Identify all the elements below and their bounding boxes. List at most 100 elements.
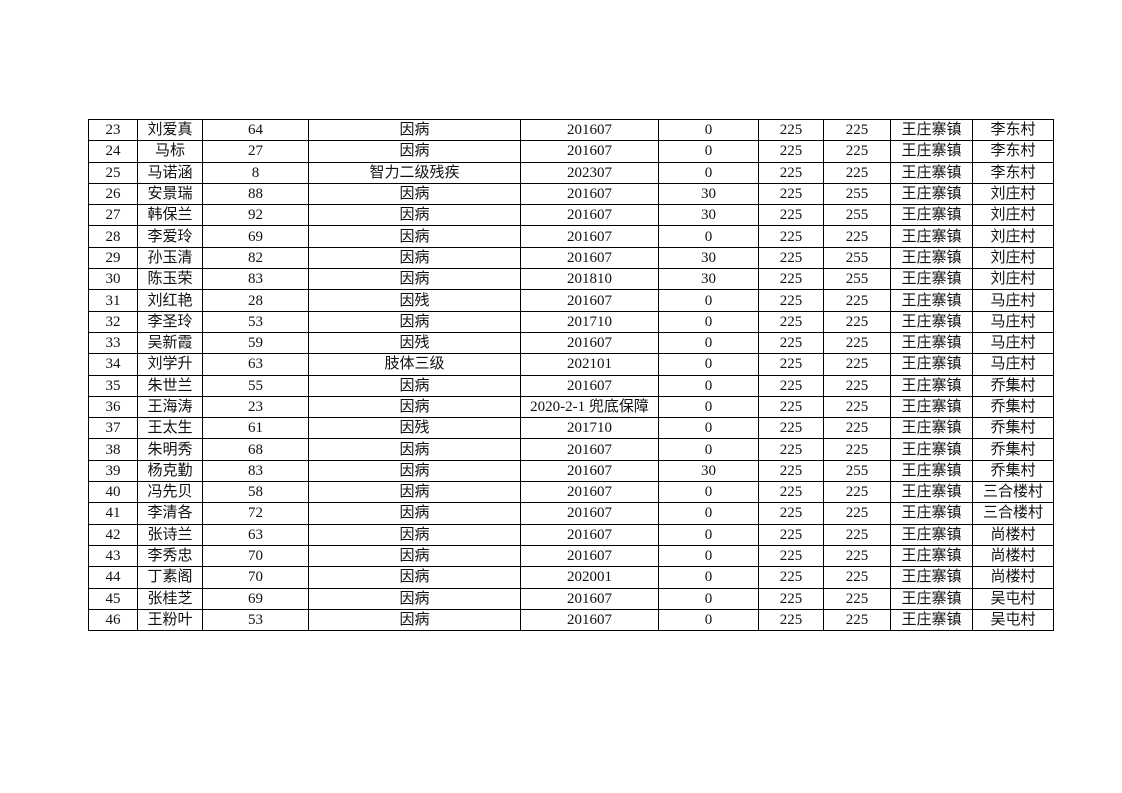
table-row: 28 李爱玲 69 因病 201607 0 225 225 王庄寨镇 刘庄村 bbox=[88, 225, 1054, 248]
cell-reason: 因残 bbox=[308, 331, 521, 355]
table-row: 46 王粉叶 53 因病 201607 0 225 225 王庄寨镇 吴屯村 bbox=[88, 608, 1054, 632]
cell-row-number: 33 bbox=[88, 331, 138, 355]
cell-reason: 因病 bbox=[308, 544, 521, 568]
cell-row-number: 44 bbox=[88, 566, 138, 589]
table-row: 38 朱明秀 68 因病 201607 0 225 225 王庄寨镇 乔集村 bbox=[88, 438, 1054, 461]
cell-base-amount: 225 bbox=[758, 182, 824, 206]
cell-total-amount: 225 bbox=[823, 587, 891, 610]
table-row: 44 丁素阁 70 因病 202001 0 225 225 王庄寨镇 尚楼村 bbox=[88, 566, 1054, 589]
cell-total-amount: 225 bbox=[823, 417, 891, 440]
cell-row-number: 36 bbox=[88, 395, 138, 419]
cell-base-amount: 225 bbox=[758, 268, 824, 291]
cell-village: 吴屯村 bbox=[972, 608, 1054, 632]
cell-approval-date: 201607 bbox=[520, 587, 659, 610]
cell-supplement: 0 bbox=[658, 544, 759, 568]
cell-supplement: 30 bbox=[658, 204, 759, 227]
table-row: 27 韩保兰 92 因病 201607 30 225 255 王庄寨镇 刘庄村 bbox=[88, 204, 1054, 227]
cell-total-amount: 225 bbox=[823, 331, 891, 355]
cell-age: 70 bbox=[202, 566, 309, 589]
table-row: 43 李秀忠 70 因病 201607 0 225 225 王庄寨镇 尚楼村 bbox=[88, 544, 1054, 568]
cell-village: 李东村 bbox=[972, 118, 1054, 142]
cell-reason: 因病 bbox=[308, 182, 521, 206]
cell-supplement: 0 bbox=[658, 395, 759, 419]
cell-base-amount: 225 bbox=[758, 438, 824, 461]
cell-reason: 肢体三级 bbox=[308, 353, 521, 376]
cell-row-number: 23 bbox=[88, 118, 138, 142]
cell-base-amount: 225 bbox=[758, 566, 824, 589]
cell-row-number: 41 bbox=[88, 502, 138, 525]
cell-village: 乔集村 bbox=[972, 438, 1054, 461]
table-row: 35 朱世兰 55 因病 201607 0 225 225 王庄寨镇 乔集村 bbox=[88, 374, 1054, 397]
cell-base-amount: 225 bbox=[758, 289, 824, 312]
cell-base-amount: 225 bbox=[758, 310, 824, 333]
cell-reason: 因病 bbox=[308, 140, 521, 163]
cell-approval-date: 201607 bbox=[520, 374, 659, 397]
cell-approval-date: 201607 bbox=[520, 182, 659, 206]
cell-row-number: 24 bbox=[88, 140, 138, 163]
cell-village: 三合楼村 bbox=[972, 502, 1054, 525]
cell-name: 朱明秀 bbox=[137, 438, 203, 461]
cell-base-amount: 225 bbox=[758, 481, 824, 504]
cell-approval-date: 201810 bbox=[520, 268, 659, 291]
cell-reason: 因残 bbox=[308, 417, 521, 440]
cell-supplement: 0 bbox=[658, 331, 759, 355]
cell-total-amount: 225 bbox=[823, 140, 891, 163]
cell-age: 69 bbox=[202, 587, 309, 610]
cell-base-amount: 225 bbox=[758, 225, 824, 248]
cell-village: 马庄村 bbox=[972, 310, 1054, 333]
cell-reason: 因病 bbox=[308, 566, 521, 589]
cell-row-number: 38 bbox=[88, 438, 138, 461]
cell-village: 刘庄村 bbox=[972, 182, 1054, 206]
cell-village: 尚楼村 bbox=[972, 566, 1054, 589]
cell-village: 吴屯村 bbox=[972, 587, 1054, 610]
cell-town: 王庄寨镇 bbox=[890, 140, 973, 163]
table-row: 40 冯先贝 58 因病 201607 0 225 225 王庄寨镇 三合楼村 bbox=[88, 481, 1054, 504]
cell-approval-date: 201607 bbox=[520, 523, 659, 546]
cell-row-number: 30 bbox=[88, 268, 138, 291]
cell-base-amount: 225 bbox=[758, 523, 824, 546]
cell-reason: 因病 bbox=[308, 481, 521, 504]
cell-name: 吴新霞 bbox=[137, 331, 203, 355]
cell-age: 28 bbox=[202, 289, 309, 312]
cell-age: 58 bbox=[202, 481, 309, 504]
cell-supplement: 0 bbox=[658, 587, 759, 610]
cell-reason: 因病 bbox=[308, 438, 521, 461]
cell-town: 王庄寨镇 bbox=[890, 268, 973, 291]
cell-town: 王庄寨镇 bbox=[890, 395, 973, 419]
cell-name: 韩保兰 bbox=[137, 204, 203, 227]
cell-approval-date: 201710 bbox=[520, 417, 659, 440]
cell-base-amount: 225 bbox=[758, 417, 824, 440]
table-row: 25 马诺涵 8 智力二级残疾 202307 0 225 225 王庄寨镇 李东村 bbox=[88, 161, 1054, 184]
cell-total-amount: 225 bbox=[823, 523, 891, 546]
cell-total-amount: 225 bbox=[823, 310, 891, 333]
table-row: 26 安景瑞 88 因病 201607 30 225 255 王庄寨镇 刘庄村 bbox=[88, 182, 1054, 206]
cell-supplement: 0 bbox=[658, 502, 759, 525]
cell-total-amount: 225 bbox=[823, 608, 891, 632]
cell-supplement: 0 bbox=[658, 118, 759, 142]
cell-age: 83 bbox=[202, 268, 309, 291]
cell-approval-date: 201607 bbox=[520, 331, 659, 355]
table-row: 41 李清各 72 因病 201607 0 225 225 王庄寨镇 三合楼村 bbox=[88, 502, 1054, 525]
cell-supplement: 30 bbox=[658, 268, 759, 291]
cell-age: 61 bbox=[202, 417, 309, 440]
cell-reason: 因残 bbox=[308, 289, 521, 312]
cell-approval-date: 201607 bbox=[520, 225, 659, 248]
cell-reason: 因病 bbox=[308, 204, 521, 227]
cell-total-amount: 225 bbox=[823, 438, 891, 461]
cell-base-amount: 225 bbox=[758, 118, 824, 142]
cell-name: 马标 bbox=[137, 140, 203, 163]
table-row: 23 刘爱真 64 因病 201607 0 225 225 王庄寨镇 李东村 bbox=[88, 118, 1054, 142]
cell-supplement: 0 bbox=[658, 161, 759, 184]
cell-name: 丁素阁 bbox=[137, 566, 203, 589]
cell-approval-date: 202101 bbox=[520, 353, 659, 376]
cell-approval-date: 201607 bbox=[520, 438, 659, 461]
cell-approval-date: 201607 bbox=[520, 544, 659, 568]
cell-name: 刘学升 bbox=[137, 353, 203, 376]
cell-village: 乔集村 bbox=[972, 459, 1054, 483]
cell-base-amount: 225 bbox=[758, 502, 824, 525]
cell-row-number: 35 bbox=[88, 374, 138, 397]
cell-row-number: 42 bbox=[88, 523, 138, 546]
table-row: 33 吴新霞 59 因残 201607 0 225 225 王庄寨镇 马庄村 bbox=[88, 331, 1054, 355]
cell-reason: 因病 bbox=[308, 310, 521, 333]
